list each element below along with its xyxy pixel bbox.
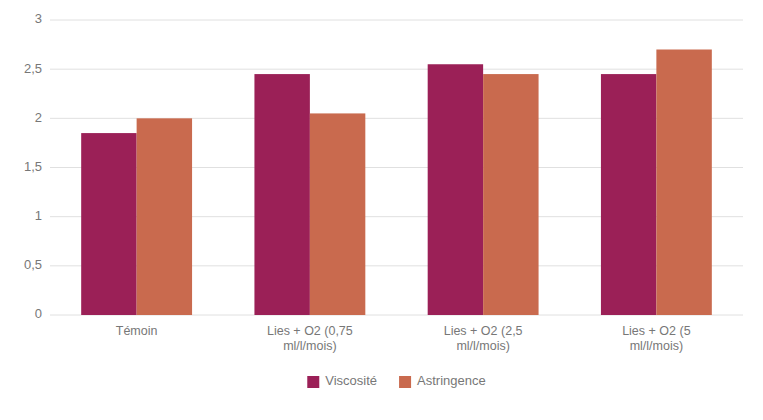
y-tick-label: 2,5	[24, 61, 42, 76]
legend: Viscosité Astringence	[307, 373, 485, 388]
bar	[254, 74, 309, 315]
bar	[656, 50, 711, 316]
y-tick-label: 0,5	[24, 257, 42, 272]
bar	[81, 133, 136, 315]
legend-label: Astringence	[417, 373, 486, 388]
grid-line	[50, 20, 743, 21]
bar	[428, 64, 483, 315]
legend-swatch	[399, 376, 411, 388]
x-tick-label: Lies + O2 (5ml/l/mois)	[622, 324, 690, 353]
grid-line	[50, 69, 743, 70]
y-tick-label: 3	[35, 11, 42, 26]
x-tick-label: Lies + O2 (0,75ml/l/mois)	[267, 324, 353, 353]
bar	[483, 74, 538, 315]
legend-label: Viscosité	[325, 373, 377, 388]
grid	[50, 20, 743, 315]
y-tick-label: 0	[35, 306, 42, 321]
y-tick-label: 2	[35, 110, 42, 125]
y-tick-label: 1,5	[24, 159, 42, 174]
bar	[137, 118, 192, 315]
bars	[81, 50, 712, 316]
legend-swatch	[307, 376, 319, 388]
x-axis: Témoin Lies + O2 (0,75ml/l/mois) Lies + O2…	[116, 324, 691, 353]
bar	[601, 74, 656, 315]
y-tick-label: 1	[35, 208, 42, 223]
x-tick-label: Témoin	[116, 324, 158, 338]
x-tick-label: Lies + O2 (2,5ml/l/mois)	[444, 324, 523, 353]
bar	[310, 113, 365, 315]
y-axis: 0 0,5 1 1,5 2 2,5 3	[24, 11, 42, 321]
chart: 0 0,5 1 1,5 2 2,5 3 Témoin Lies + O2 (0,75ml/l/m…	[0, 0, 763, 420]
